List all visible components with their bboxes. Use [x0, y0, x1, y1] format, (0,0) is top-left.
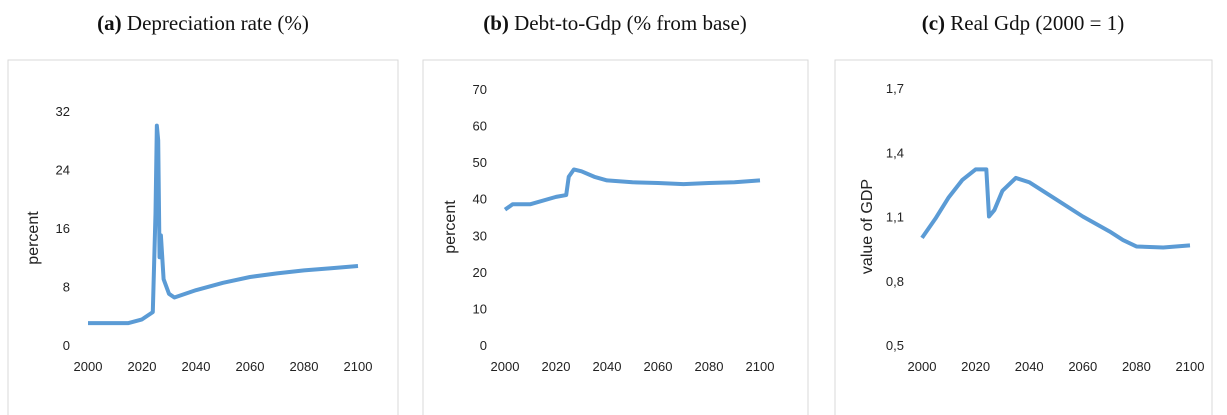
- x-tick-label: 2000: [491, 359, 520, 374]
- y-tick-label: 0,8: [886, 274, 904, 289]
- y-tick-label: 1,4: [886, 145, 904, 160]
- y-tick-label: 60: [473, 119, 487, 134]
- panel-title: (b) Debt-to-Gdp (% from base): [483, 11, 747, 35]
- y-tick-label: 8: [63, 280, 70, 295]
- title-text: Real Gdp (2000 = 1): [950, 11, 1124, 35]
- x-tick-label: 2020: [128, 359, 157, 374]
- panel-title: (a) Depreciation rate (%): [97, 11, 309, 35]
- x-tick-label: 2000: [74, 359, 103, 374]
- panel-frame: [834, 59, 1213, 415]
- x-tick-label: 2060: [644, 359, 673, 374]
- x-tick-label: 2100: [746, 359, 775, 374]
- y-tick-label: 32: [56, 104, 70, 119]
- x-tick-label: 2100: [1176, 359, 1205, 374]
- y-tick-label: 10: [473, 301, 487, 316]
- y-tick-label: 0,5: [886, 338, 904, 353]
- x-tick-label: 2020: [961, 359, 990, 374]
- x-tick-label: 2020: [542, 359, 571, 374]
- x-tick-label: 2040: [1015, 359, 1044, 374]
- title-text: Debt-to-Gdp (% from base): [514, 11, 747, 35]
- x-tick-label: 2080: [290, 359, 319, 374]
- x-tick-label: 2060: [1068, 359, 1097, 374]
- x-tick-label: 2040: [593, 359, 622, 374]
- y-tick-label: 1,1: [886, 210, 904, 225]
- y-tick-label: 0: [63, 338, 70, 353]
- x-tick-label: 2000: [908, 359, 937, 374]
- y-tick-label: 1,7: [886, 81, 904, 96]
- y-tick-label: 0: [480, 338, 487, 353]
- y-tick-label: 70: [473, 82, 487, 97]
- y-tick-label: 16: [56, 221, 70, 236]
- y-axis-label: percent: [25, 211, 42, 265]
- y-tick-label: 30: [473, 228, 487, 243]
- y-tick-label: 20: [473, 265, 487, 280]
- title-text: Depreciation rate (%): [127, 11, 309, 35]
- panel-title: (c) Real Gdp (2000 = 1): [922, 11, 1125, 35]
- y-axis-label: value of GDP: [859, 179, 876, 274]
- x-tick-label: 2040: [182, 359, 211, 374]
- y-tick-label: 50: [473, 155, 487, 170]
- panel-frame: [422, 59, 809, 415]
- data-line: [503, 167, 761, 212]
- panel-frame: [7, 59, 399, 415]
- x-tick-label: 2100: [344, 359, 373, 374]
- panel-label: (b): [483, 11, 509, 35]
- data-line: [920, 167, 1191, 250]
- panel-label: (c): [922, 11, 945, 35]
- x-tick-label: 2060: [236, 359, 265, 374]
- y-tick-label: 24: [56, 163, 70, 178]
- panel-label: (a): [97, 11, 122, 35]
- y-tick-label: 40: [473, 192, 487, 207]
- y-axis-label: percent: [442, 200, 459, 254]
- data-line: [88, 123, 359, 326]
- x-tick-label: 2080: [695, 359, 724, 374]
- x-tick-label: 2080: [1122, 359, 1151, 374]
